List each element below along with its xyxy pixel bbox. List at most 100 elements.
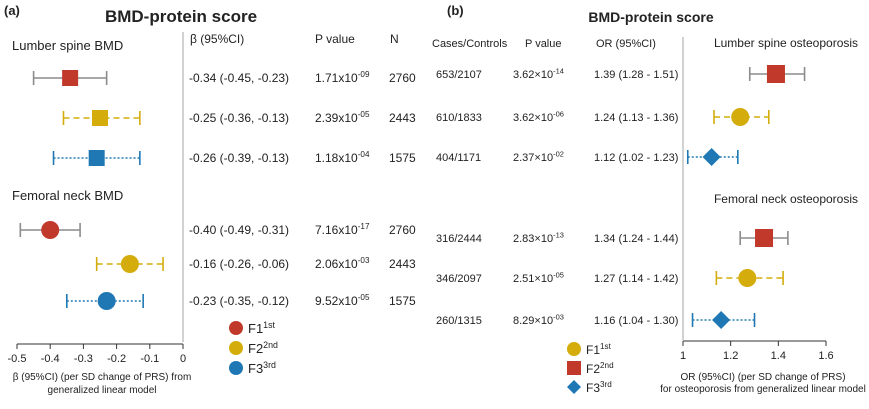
- panel-a-legend-label-exponent: 2nd: [263, 340, 278, 350]
- panel-b-cases-value: 346/2097: [436, 273, 482, 285]
- panel-a-col-p: P value: [315, 32, 355, 46]
- panel-a-p-value: 2.06x10-03: [315, 256, 370, 271]
- panel-a-p-value-exponent: -17: [358, 222, 370, 231]
- panel-a-p-value: 9.52x10-05: [315, 293, 370, 308]
- panel-a-beta-value: -0.34 (-0.45, -0.23): [189, 71, 289, 85]
- panel-b-x-tick-label: 1.2: [723, 350, 738, 362]
- panel-b-legend-label-base: F2: [586, 362, 600, 376]
- panel-b-p-value-exponent: -13: [553, 231, 564, 240]
- panel-b-legend-label-exponent: 3rd: [600, 380, 612, 389]
- panel-a-beta-value: -0.26 (-0.39, -0.13): [189, 151, 289, 165]
- panel-a-point-f2: [120, 255, 139, 273]
- panel-b-legend-label-exponent: 2nd: [600, 361, 614, 370]
- panel-b-or-value: 1.39 (1.28 - 1.51): [594, 69, 678, 81]
- panel-a-p-value-base: 2.06x10: [315, 257, 358, 271]
- panel-b-cases-value: 260/1315: [436, 315, 482, 327]
- panel-b-p-value-exponent: -14: [553, 67, 564, 76]
- panel-b-or-value: 1.12 (1.02 - 1.23): [594, 152, 678, 164]
- panel-a-p-value-exponent: -04: [358, 150, 370, 159]
- panel-a-legend-marker-f1: [229, 321, 243, 335]
- panel-a-point-f1: [41, 221, 60, 239]
- panel-b-legend-label-exponent: 1st: [600, 342, 612, 351]
- panel-a-col-n: N: [390, 32, 399, 46]
- panel-b-cases-value: 653/2107: [436, 69, 482, 81]
- panel-b-point-f2: [738, 269, 757, 287]
- panel-b-p-value: 8.29×10-03: [513, 313, 564, 327]
- panel-b-p-value-exponent: -06: [553, 110, 564, 119]
- panel-a-x-tick-label: 0: [180, 353, 186, 365]
- panel-b-p-value-base: 3.62×10: [513, 112, 553, 124]
- panel-b-point-f3: [712, 311, 731, 329]
- panel-a-x-axis-label-line-2: generalized linear model: [48, 385, 157, 396]
- panel-a-p-value: 1.71x10-09: [315, 70, 370, 85]
- panel-a-n-value: 1575: [389, 151, 416, 165]
- panel-a-x-tick-label: -0.2: [107, 353, 126, 365]
- panel-b-col-cases: Cases/Controls: [432, 38, 508, 50]
- panel-a-legend-label: F33rd: [248, 360, 276, 376]
- panel-b-x-tick-label: 1: [680, 350, 686, 362]
- panel-b-p-value-base: 2.83×10: [513, 233, 553, 245]
- panel-b-or-value: 1.34 (1.24 - 1.44): [594, 233, 678, 245]
- panel-b-p-value-base: 3.62×10: [513, 69, 553, 81]
- panel-a-x-tick-label: -0.3: [74, 353, 93, 365]
- panel-b-legend-label: F11st: [586, 342, 612, 357]
- panel-a-point-f2: [92, 110, 108, 126]
- panel-a-p-value-exponent: -05: [358, 110, 370, 119]
- panel-a-legend-label-exponent: 1st: [263, 320, 275, 330]
- panel-a-n-value: 2443: [389, 111, 416, 125]
- panel-a-p-value-base: 1.18x10: [315, 151, 358, 165]
- panel-a-n-value: 2443: [389, 257, 416, 271]
- panel-a-n-value: 2760: [389, 71, 416, 85]
- panel-b-x-axis-label-line-2: for osteoporosis from generalized linear…: [660, 384, 866, 395]
- panel-b-title: BMD-protein score: [588, 9, 713, 25]
- panel-a-p-value-exponent: -05: [358, 293, 370, 302]
- panel-b-point-f1: [766, 65, 785, 83]
- panel-b-legend-marker: [567, 380, 581, 394]
- panel-a-p-value: 2.39x10-05: [315, 110, 370, 125]
- panel-b-col-p: P value: [525, 38, 562, 50]
- panel-b-col-or: OR (95%CI): [596, 38, 656, 50]
- panel-b-p-value: 2.51×10-05: [513, 271, 564, 285]
- panel-b-or-value: 1.24 (1.13 - 1.36): [594, 112, 678, 124]
- panel-b-legend-label-base: F3: [586, 381, 600, 395]
- panel-a-p-value-exponent: -09: [358, 70, 370, 79]
- panel-a-p-value-base: 9.52x10: [315, 294, 358, 308]
- panel-a-x-tick-label: -0.4: [41, 353, 60, 365]
- panel-a-legend-label-base: F3: [248, 361, 263, 376]
- panel-b-legend-label: F33rd: [586, 380, 612, 395]
- panel-a-legend-marker-f3: [229, 361, 243, 375]
- panel-a-p-value: 1.18x10-04: [315, 150, 370, 165]
- panel-b-p-value-base: 2.37×10: [513, 152, 553, 164]
- panel-b-p-value: 3.62×10-06: [513, 110, 564, 124]
- panel-a-group-label: Femoral neck BMD: [12, 188, 123, 203]
- panel-a-p-value-base: 2.39x10: [315, 111, 358, 125]
- panel-b-point-f3: [702, 148, 721, 166]
- panel-a-beta-value: -0.23 (-0.35, -0.12): [189, 294, 289, 308]
- panel-a-p-value: 7.16x10-17: [315, 222, 370, 237]
- panel-a-legend-marker-f2: [229, 341, 243, 355]
- panel-a-legend-label-base: F2: [248, 341, 263, 356]
- panel-b-p-value: 2.83×10-13: [513, 231, 564, 245]
- panel-b-label: (b): [447, 3, 464, 18]
- panel-b-legend-label: F22nd: [586, 361, 614, 376]
- panel-a-label: (a): [4, 3, 20, 18]
- panel-b-p-value-exponent: -02: [553, 150, 564, 159]
- panel-a-x-tick-label: -0.1: [140, 353, 159, 365]
- panel-a-p-value-base: 1.71x10: [315, 71, 358, 85]
- panel-b-p-value-exponent: -05: [553, 271, 564, 280]
- panel-b-x-axis-label: OR (95%CI) (per SD change of PRS): [680, 372, 845, 383]
- panel-b-cases-value: 316/2444: [436, 233, 482, 245]
- panel-b-legend-marker: [567, 361, 581, 375]
- panel-a-legend-label: F11st: [248, 320, 275, 336]
- panel-a-point-f1: [62, 70, 79, 86]
- panel-b-x-tick-label: 1.4: [771, 350, 786, 362]
- panel-b-cases-value: 404/1171: [436, 152, 481, 164]
- panel-a-p-value-exponent: -03: [358, 256, 370, 265]
- panel-b-group-label: Lumber spine osteoporosis: [714, 36, 858, 50]
- panel-a-legend-label-exponent: 3rd: [263, 360, 276, 370]
- panel-a-beta-value: -0.25 (-0.36, -0.13): [189, 111, 289, 125]
- panel-b-or-value: 1.27 (1.14 - 1.42): [594, 273, 678, 285]
- panel-a-beta-value: -0.16 (-0.26, -0.06): [189, 257, 289, 271]
- panel-b-p-value-base: 8.29×10: [513, 315, 553, 327]
